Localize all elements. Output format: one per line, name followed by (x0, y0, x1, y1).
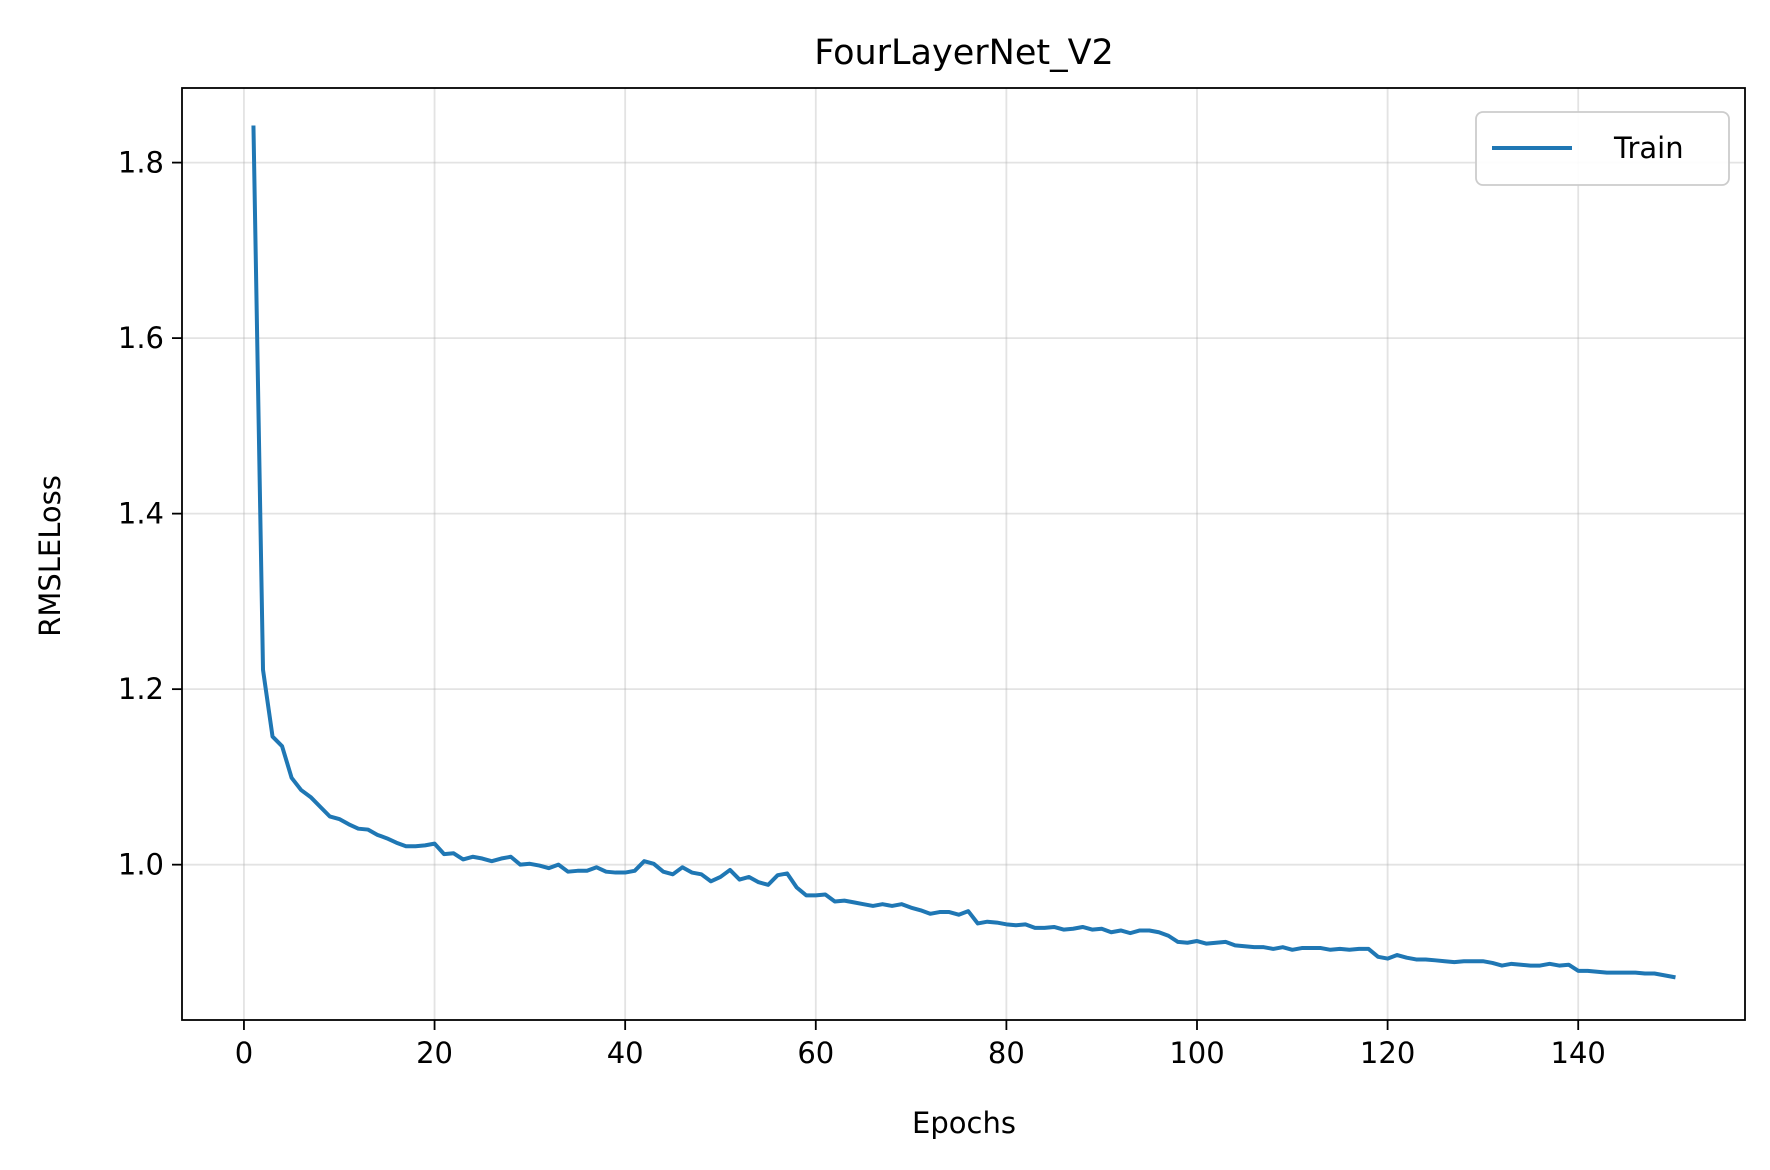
x-tick-label: 0 (235, 1036, 253, 1070)
x-tick-label: 20 (416, 1036, 453, 1070)
y-tick-label: 1.0 (118, 848, 164, 882)
x-tick-label: 140 (1551, 1036, 1606, 1070)
legend: Train (1475, 111, 1730, 186)
y-tick-label: 1.6 (118, 321, 164, 355)
series-line-train (251, 125, 1676, 980)
series-layer (251, 125, 1676, 980)
legend-label-train: Train (1613, 131, 1684, 165)
x-tick-label: 60 (797, 1036, 834, 1070)
grid-lines (182, 88, 1745, 1020)
x-axis-label: Epochs (912, 1106, 1016, 1140)
y-tick-label: 1.8 (118, 146, 164, 180)
legend-box (1475, 111, 1730, 186)
y-tick-label: 1.2 (118, 672, 164, 706)
x-tick-label: 120 (1360, 1036, 1415, 1070)
x-axis-ticks: 0 20 40 60 80 100 120 140 (235, 1020, 1606, 1070)
x-tick-label: 80 (988, 1036, 1025, 1070)
chart-title: FourLayerNet_V2 (814, 33, 1114, 73)
x-tick-label: 40 (607, 1036, 644, 1070)
y-tick-label: 1.4 (118, 497, 164, 531)
x-tick-label: 100 (1169, 1036, 1224, 1070)
y-axis-label: RMSLELoss (33, 475, 67, 637)
y-axis-ticks: 1.0 1.2 1.4 1.6 1.8 (118, 146, 182, 882)
plot-area-frame (181, 87, 1746, 1021)
